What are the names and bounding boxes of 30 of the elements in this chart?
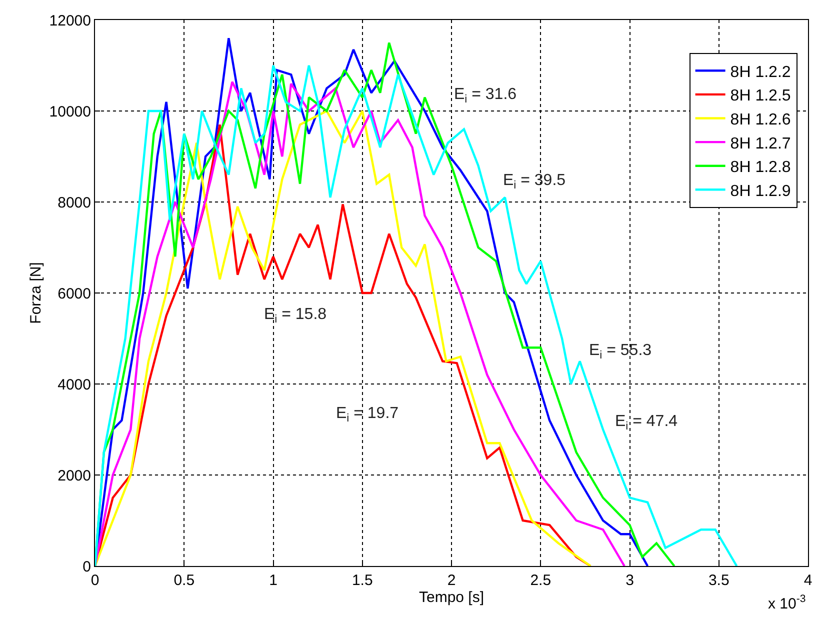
annotation: E$_{i}$ = 55.3: [589, 342, 652, 362]
legend-label: 8H 1.2.8: [730, 159, 791, 176]
legend-label: 8H 1.2.2: [730, 64, 791, 81]
x-tick-label: 4: [804, 572, 812, 589]
x-tick-label: 2: [447, 572, 456, 589]
y-tick-label: 6000: [58, 285, 91, 302]
x-tick-label: 1.5: [352, 572, 373, 589]
legend-label: 8H 1.2.9: [730, 182, 791, 200]
annotation: E$_{i}$ = 19.7: [336, 405, 399, 424]
annotation: E$_{i}$ = 31.6: [454, 86, 517, 106]
x-tick-label: 3: [626, 572, 634, 589]
y-tick-label: 8000: [58, 194, 91, 212]
annotation: E$_{i}$ = 47.4: [615, 413, 678, 432]
y-tick-label: 0: [82, 558, 91, 576]
text: x 10$^{-3}$: [768, 593, 806, 612]
legend-label: 8H 1.2.7: [730, 135, 791, 152]
y-tick-label: 10000: [49, 103, 91, 120]
y-tick-label: 12000: [49, 12, 91, 30]
x-tick-label: 3.5: [708, 572, 730, 589]
x-tick-label: 0.5: [174, 572, 195, 589]
x-tick-label: 2.5: [530, 572, 552, 589]
x-tick-label: 1: [269, 572, 278, 589]
legend-label: 8H 1.2.5: [730, 88, 791, 105]
x-axis-title: Tempo [s]: [418, 589, 484, 606]
y-tick-label: 2000: [58, 467, 91, 484]
annotation: E$_{i}$ = 15.8: [264, 306, 327, 326]
y-axis-title: Forza [N]: [28, 262, 45, 324]
annotation: E$_{i}$ = 39.5: [503, 172, 566, 192]
y-tick-label: 4000: [58, 376, 91, 394]
legend-label: 8H 1.2.6: [730, 112, 791, 128]
